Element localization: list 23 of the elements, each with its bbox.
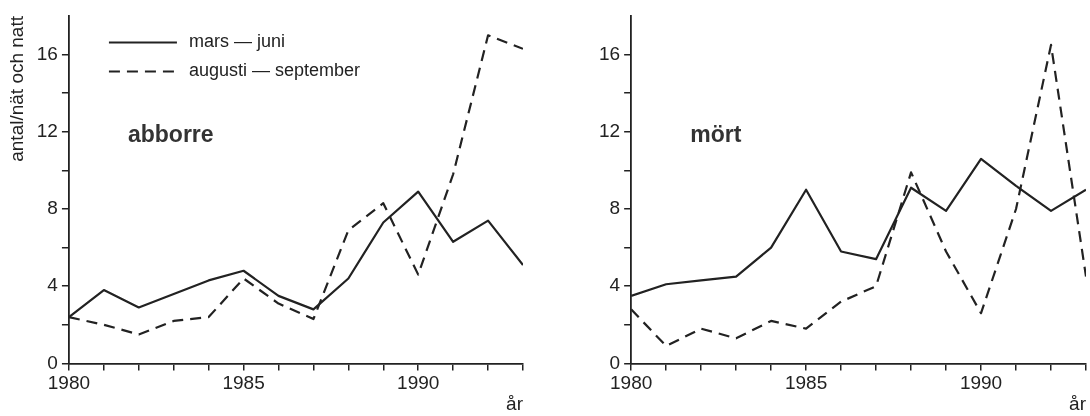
x-tick-label: 1980 [609, 372, 653, 394]
y-tick-label: 16 [598, 42, 621, 64]
x-tick-label: 1985 [784, 372, 828, 394]
x-tick-label: 1980 [47, 372, 91, 394]
legend-label: mars — juni [188, 31, 285, 52]
x-tick-label: 1990 [959, 372, 1003, 394]
x-tick-label: 1990 [397, 372, 440, 394]
y-axis-title: antal/nät och natt [5, 15, 27, 162]
legend-label: augusti — september [188, 60, 361, 81]
x-axis-title: år [1069, 392, 1087, 414]
text: abborre [127, 121, 214, 148]
y-tick-label: 4 [47, 274, 59, 296]
y-tick-label: 16 [36, 42, 58, 64]
y-tick-label: 12 [598, 120, 621, 142]
x-tick-label: 1985 [222, 372, 265, 394]
y-tick-label: 12 [36, 120, 58, 142]
y-tick-label: 0 [609, 351, 621, 373]
x-axis-title: år [506, 392, 524, 414]
y-tick-label: 0 [47, 351, 58, 373]
text: mört [690, 121, 742, 148]
y-tick-label: 8 [47, 197, 58, 219]
y-tick-label: 4 [609, 274, 621, 296]
y-tick-label: 8 [609, 197, 621, 219]
